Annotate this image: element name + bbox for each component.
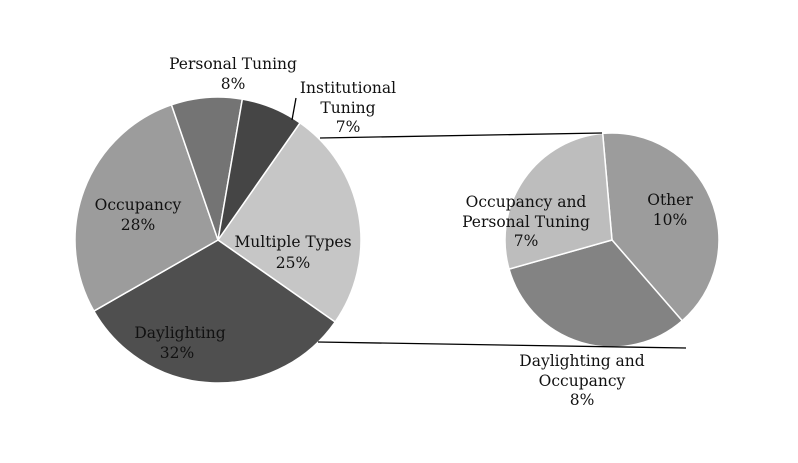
value-daylighting: 32% (160, 344, 194, 362)
label-occupancy: Occupancy (95, 196, 182, 214)
value-personal-tuning: 8% (221, 75, 246, 93)
main-slice-occupancy (74, 103, 219, 313)
label-occupancy-personal-tuning-line2: Personal Tuning (462, 213, 590, 231)
leader-line-institutional (291, 97, 297, 121)
value-daylighting-occupancy: 8% (570, 391, 595, 409)
main-slice-daylighting (92, 239, 337, 384)
label-multiple-types: Multiple Types (234, 233, 351, 251)
label-daylighting-occupancy: Daylighting and (519, 352, 644, 370)
label-occupancy-personal-tuning: Occupancy and (466, 193, 587, 211)
label-daylighting-occupancy-line2: Occupancy (539, 372, 626, 390)
value-occupancy: 28% (121, 216, 155, 234)
value-institutional-tuning: 7% (336, 118, 361, 136)
value-occupancy-personal-tuning: 7% (514, 232, 539, 250)
label-institutional-tuning-line2: Tuning (320, 99, 375, 117)
main-pie (74, 96, 362, 384)
connector-line-top (319, 132, 603, 139)
label-institutional-tuning: Institutional (300, 79, 396, 97)
secondary-slice-daylighting-and-occupancy (508, 239, 684, 348)
secondary-slice-other (601, 132, 720, 322)
label-other: Other (647, 191, 693, 209)
main-slice-institutional-tuning (217, 98, 302, 241)
secondary-slice-occupancy-and-personal-tuning (504, 132, 613, 271)
value-other: 10% (653, 211, 687, 229)
secondary-pie (504, 132, 720, 348)
main-slice-multiple-types (216, 121, 362, 324)
label-personal-tuning: Personal Tuning (169, 55, 297, 73)
value-multiple-types: 25% (276, 254, 310, 272)
label-daylighting: Daylighting (134, 324, 225, 342)
connector-line-bottom (317, 341, 687, 349)
